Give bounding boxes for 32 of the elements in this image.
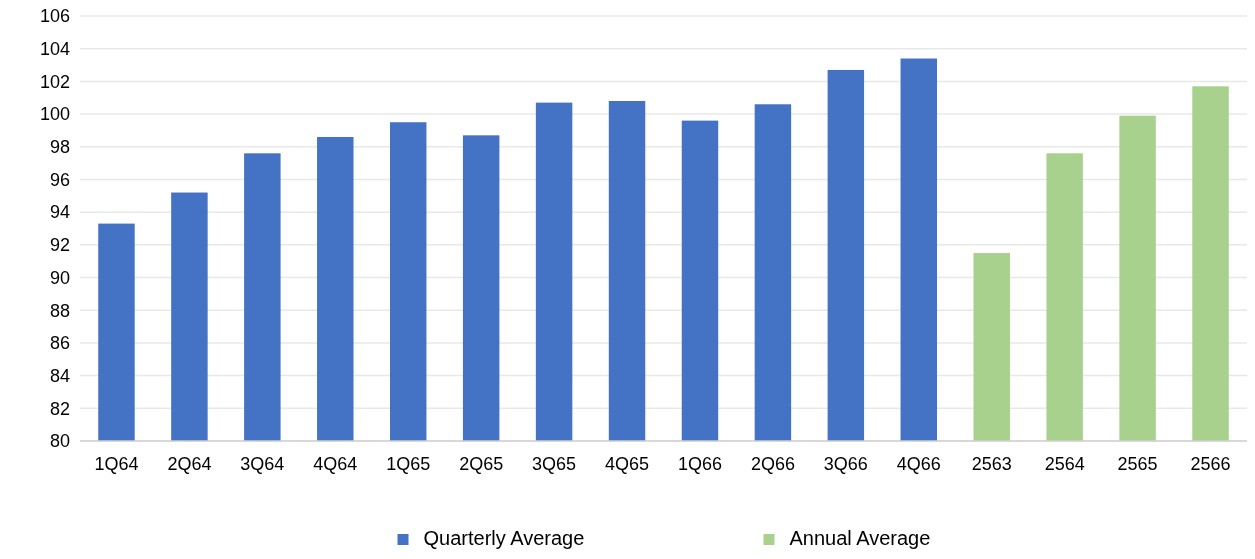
x-tick-label: 4Q64 xyxy=(313,454,358,474)
x-tick-label: 4Q66 xyxy=(896,454,941,474)
y-tick-label: 100 xyxy=(39,104,70,125)
x-tick-label: 1Q64 xyxy=(94,454,139,474)
x-tick-label: 2563 xyxy=(971,454,1012,474)
legend-label: Quarterly Average xyxy=(423,527,585,549)
x-tick-label: 1Q66 xyxy=(677,454,722,474)
y-tick-label: 104 xyxy=(39,38,70,59)
y-tick-label: 88 xyxy=(49,300,70,321)
x-tick-label: 3Q64 xyxy=(240,454,285,474)
x-tick-label: 2Q64 xyxy=(167,454,212,474)
x-tick-label: 2565 xyxy=(1117,454,1158,474)
y-tick-label: 80 xyxy=(49,431,70,452)
x-tick-label: 2Q66 xyxy=(750,454,795,474)
x-tick-label: 4Q65 xyxy=(605,454,650,474)
y-tick-label: 98 xyxy=(49,137,70,158)
x-tick-label: 2564 xyxy=(1044,454,1085,474)
y-tick-label: 86 xyxy=(49,333,70,354)
x-tick-label: 2566 xyxy=(1190,454,1231,474)
y-tick-label: 90 xyxy=(49,267,70,288)
y-tick-label: 96 xyxy=(49,169,70,190)
y-tick-label: 84 xyxy=(49,365,70,386)
legend-label: Annual Average xyxy=(789,527,931,549)
x-tick-label: 2Q65 xyxy=(459,454,504,474)
x-tick-label: 3Q66 xyxy=(823,454,868,474)
y-tick-label: 92 xyxy=(49,235,70,256)
x-tick-label: 3Q65 xyxy=(532,454,577,474)
x-tick-label: 1Q65 xyxy=(386,454,431,474)
y-tick-label: 106 xyxy=(39,6,70,27)
y-tick-label: 102 xyxy=(39,71,70,92)
y-tick-label: 82 xyxy=(49,398,70,419)
y-tick-label: 94 xyxy=(49,202,70,223)
